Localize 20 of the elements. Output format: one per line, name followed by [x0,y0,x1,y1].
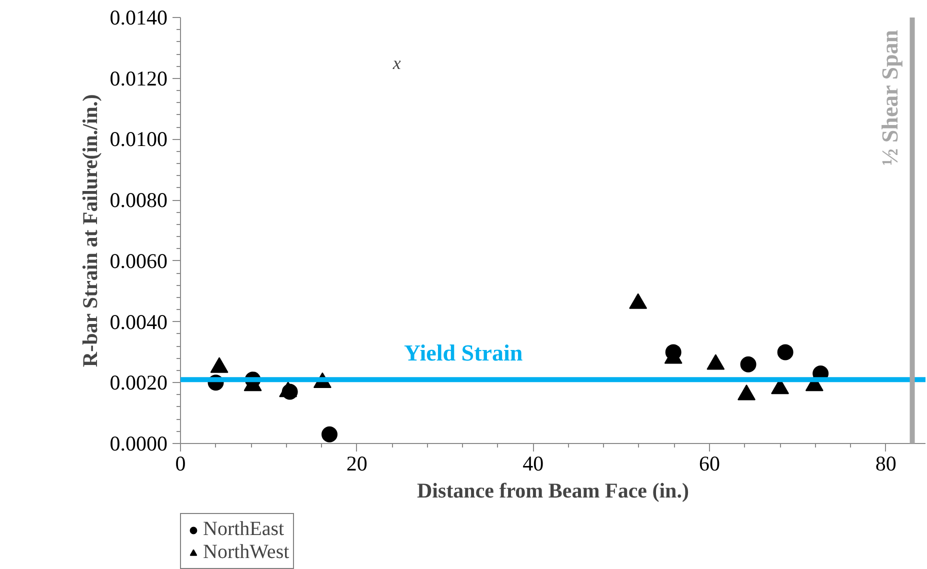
x-tick-label: 80 [875,452,896,476]
y-tick-label: 0.0080 [110,188,168,212]
y-tick-label: 0.0100 [110,127,168,152]
x-tick-label: 40 [522,452,544,476]
legend-label: NorthWest [203,541,290,564]
x-tick-label: 20 [346,452,368,476]
ref-line-label: Yield Strain [404,340,523,366]
x-axis-title: Distance from Beam Face (in.) [417,478,689,502]
y-axis-title: R-bar Strain at Failure(in./in.) [78,94,102,368]
ref-line-label: ½ Shear Span [877,30,902,166]
y-tick-label: 0.0140 [110,6,168,30]
y-tick-label: 0.0120 [110,66,168,90]
y-tick-label: 0.0000 [110,432,168,456]
y-tick-label: 0.0020 [110,370,168,395]
annotation: x [392,52,401,73]
x-tick-label: 60 [698,452,720,476]
x-tick-label: 0 [175,452,186,476]
y-tick-label: 0.0060 [110,248,168,273]
legend-label: NorthEast [203,518,284,541]
y-tick-label: 0.0040 [110,310,168,334]
